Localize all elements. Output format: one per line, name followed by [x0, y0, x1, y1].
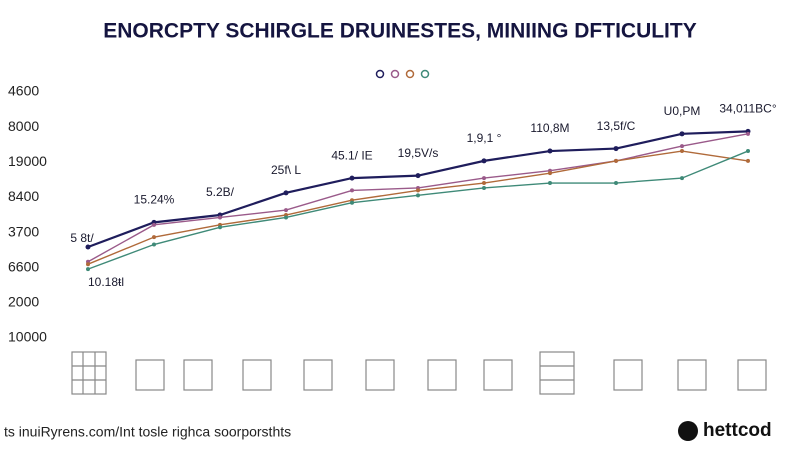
point	[152, 235, 156, 240]
annotation: 5.2B/	[206, 185, 235, 199]
point	[218, 225, 222, 230]
y-label: 10000	[8, 329, 47, 345]
annotation: 1,9,1 °	[467, 131, 502, 145]
point	[86, 262, 90, 267]
annotation: 34,011BC°	[719, 102, 776, 116]
point	[284, 215, 288, 220]
annotation: 19,5V/s	[398, 146, 439, 160]
point	[152, 242, 156, 247]
point	[350, 200, 354, 205]
point	[152, 222, 156, 227]
annotation: 10.18ŧl	[88, 275, 124, 289]
legend-marker	[405, 69, 415, 79]
point	[746, 131, 750, 136]
y-label: 3700	[8, 223, 39, 239]
point	[548, 181, 552, 186]
annotation: U0,PM	[664, 104, 701, 118]
legend-marker	[420, 69, 430, 79]
point	[680, 149, 684, 154]
annotation: 25f\ L	[271, 163, 301, 177]
point	[85, 244, 91, 250]
point	[416, 193, 420, 198]
point	[679, 131, 685, 137]
point	[482, 185, 486, 190]
point	[350, 188, 354, 193]
y-label: 4600	[8, 83, 39, 99]
point	[415, 173, 421, 179]
logo-icon	[678, 421, 698, 441]
series-line	[87, 150, 749, 265]
point	[746, 149, 750, 154]
point	[481, 158, 487, 164]
point	[349, 175, 355, 181]
point	[283, 190, 289, 196]
icon-row	[71, 351, 767, 395]
annotation: 13,5f/C	[597, 119, 636, 133]
annotation: 15.24%	[134, 193, 175, 207]
point	[416, 188, 420, 193]
annotation: 110,8M	[530, 121, 569, 135]
point	[746, 158, 750, 163]
point	[548, 171, 552, 176]
legend-marker	[375, 69, 385, 79]
point	[680, 144, 684, 149]
point	[86, 267, 90, 272]
logo: hettcod	[703, 420, 772, 441]
y-label: 6600	[8, 258, 39, 274]
series-line	[87, 150, 749, 270]
point	[613, 146, 619, 152]
chart-title: ENORCPTY SCHIRGLE DRUINESTES, MINIING DF…	[103, 20, 696, 43]
point	[547, 148, 553, 154]
legend-marker	[390, 69, 400, 79]
y-label: 8000	[8, 118, 39, 134]
y-label: 8400	[8, 188, 39, 204]
annotation: 45.1/ IE	[331, 148, 372, 162]
point	[482, 181, 486, 186]
point	[614, 181, 618, 186]
y-label: 2000	[8, 294, 39, 310]
point	[218, 215, 222, 220]
point	[284, 208, 288, 213]
footer: ts inuiRyrens.com/Int tosle righca soorp…	[4, 424, 291, 440]
annotation: 5 8t/	[70, 231, 94, 245]
y-label: 19000	[8, 153, 47, 169]
point	[680, 176, 684, 181]
point	[482, 176, 486, 181]
point	[614, 158, 618, 163]
